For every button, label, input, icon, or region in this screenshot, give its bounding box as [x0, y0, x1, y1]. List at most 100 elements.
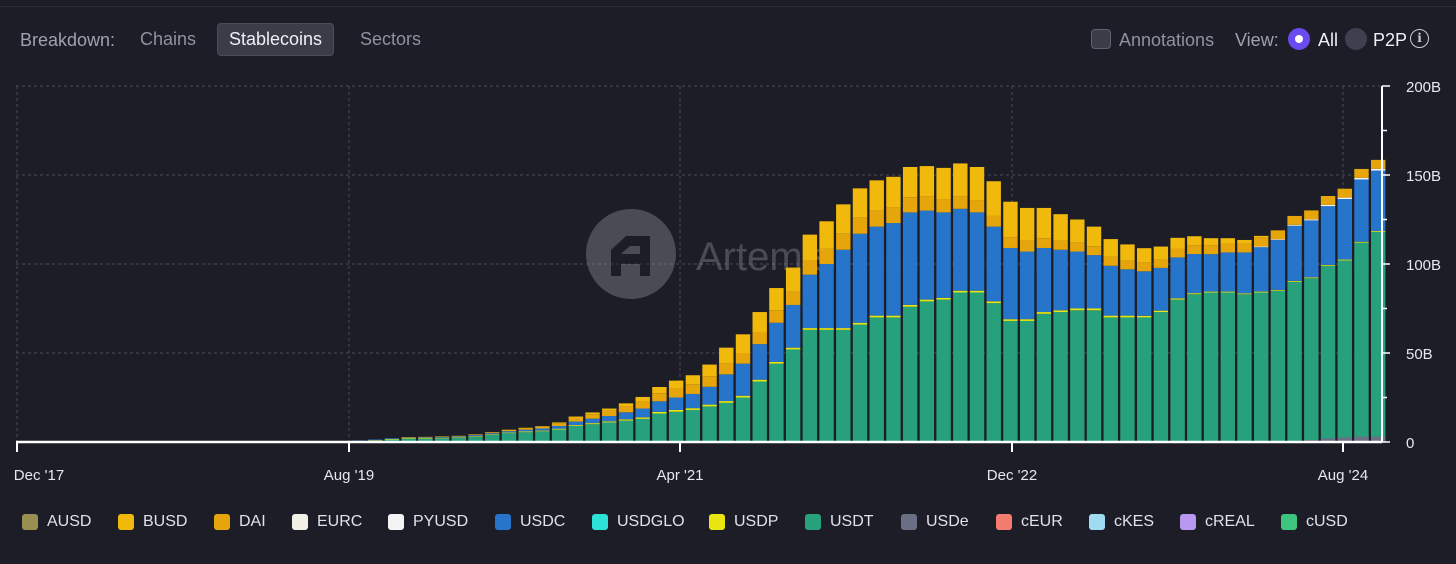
view-all-radio[interactable]	[1288, 28, 1310, 50]
bar-segment-pyusd	[1304, 219, 1319, 221]
bar-segment-usdc	[1371, 170, 1386, 232]
bar-segment-usdp	[735, 395, 751, 398]
annotations-label[interactable]: Annotations	[1119, 30, 1215, 50]
view-p2p-radio[interactable]	[1345, 28, 1367, 50]
bar-segment-usdc	[802, 274, 818, 329]
bar-segment-dai	[819, 248, 834, 264]
bar-segment-usdc	[986, 226, 1001, 302]
bar-segment-usdc	[602, 416, 617, 422]
bar-segment-usdc	[1187, 254, 1202, 294]
bar-segment-usdc	[836, 249, 851, 329]
info-icon[interactable]: i	[1410, 29, 1429, 48]
bar-segment-usdp	[1237, 293, 1252, 295]
bar-segment-dai	[1170, 248, 1185, 258]
y-tick-label: 100B	[1406, 257, 1441, 274]
bar-segment-dai	[1187, 245, 1202, 255]
legend-swatch	[709, 514, 725, 530]
legend-swatch	[388, 514, 404, 530]
tab-stablecoins[interactable]: Stablecoins	[217, 23, 335, 56]
bar-segment-usdc	[384, 438, 400, 439]
bar-segment-usdp	[468, 436, 483, 437]
bar-segment-busd	[1187, 236, 1202, 246]
tab-chains[interactable]: Chains	[140, 29, 197, 49]
bar-segment-usdt	[702, 406, 717, 442]
bar-segment-dai	[451, 435, 467, 437]
tab-sectors[interactable]: Sectors	[360, 29, 422, 49]
chart-legend: AUSD BUSD DAI EURC PYUSD USDC USDGLO USDP USDT US…	[0, 508, 1456, 538]
x-tick-label: Aug '19	[324, 467, 374, 484]
bar-segment-dai	[1270, 230, 1286, 240]
bar-segment-usdt	[1103, 317, 1118, 442]
legend-label: DAI	[239, 513, 266, 530]
bar-segment-usdt	[501, 433, 517, 442]
bar-segment-dai	[936, 199, 951, 213]
bar-segment-busd	[702, 364, 717, 377]
bar-segment-usdp	[1320, 264, 1336, 266]
bar-segment-usdt	[1003, 320, 1018, 442]
bar-segment-usdc	[752, 344, 767, 380]
bar-segment-usdc	[418, 437, 433, 439]
bar-segment-usdp	[434, 437, 450, 439]
bar-segment-usdp	[652, 411, 667, 414]
bar-segment-usdp	[902, 304, 918, 307]
bar-segment-busd	[936, 167, 951, 200]
bar-segment-dai	[618, 406, 634, 413]
legend-label: USDP	[734, 513, 779, 530]
bar-segment-usdc	[819, 264, 834, 329]
bar-segment-usdp	[785, 347, 801, 350]
bar-segment-usdc	[969, 212, 985, 291]
bar-segment-usdc	[702, 386, 717, 405]
bar-segment-usdc	[1053, 249, 1068, 311]
bar-segment-usdc	[1103, 265, 1118, 316]
legend-label: EURC	[317, 513, 363, 530]
bar-segment-usdt	[518, 432, 533, 442]
annotations-checkbox[interactable]	[1091, 29, 1111, 49]
bar-segment-usdp	[1136, 315, 1152, 318]
bar-segment-usdc	[919, 210, 935, 300]
bar-segment-dai	[869, 210, 884, 227]
bar-segment-dai	[719, 363, 734, 375]
view-p2p-label[interactable]: P2P	[1373, 30, 1408, 50]
bar-segment-usdt	[1253, 292, 1269, 442]
bar-segment-busd	[836, 204, 851, 234]
bar-segment-usdt	[785, 349, 801, 442]
view-all-label[interactable]: All	[1318, 30, 1339, 50]
bar-segment-usdt	[434, 438, 450, 442]
bar-segment-busd	[1220, 238, 1235, 244]
bar-segment-busd	[518, 427, 533, 429]
bar-segment-busd	[1170, 237, 1185, 249]
bar-segment-usdp	[418, 438, 433, 439]
bar-segment-usdp	[852, 322, 868, 325]
y-tick-label: 0	[1406, 435, 1414, 452]
bar-segment-usdt	[535, 431, 550, 442]
bar-segment-dai	[1036, 238, 1052, 248]
bar-segment-dai	[418, 436, 433, 438]
bar-segment-usdc	[501, 431, 517, 433]
bar-segment-usdc	[936, 212, 951, 298]
legend-swatch	[592, 514, 608, 530]
bar-segment-usdt	[1086, 310, 1102, 442]
bar-segment-usdt	[618, 420, 634, 442]
bar-segment-usdc	[468, 435, 483, 437]
bar-segment-busd	[1003, 201, 1018, 238]
bar-segment-dai	[902, 197, 918, 213]
legend-label: USDGLO	[617, 513, 685, 530]
bar-segment-usdt	[568, 425, 584, 442]
legend-swatch	[805, 514, 821, 530]
bar-segment-usdt	[1070, 310, 1085, 442]
bar-segment-usdt	[418, 438, 433, 442]
bar-segment-dai	[702, 376, 717, 387]
bar-segment-usdp	[1337, 259, 1352, 261]
bar-segment-busd	[802, 234, 818, 261]
bar-segment-usdc	[1287, 225, 1302, 281]
bar-segment-usdt	[685, 409, 701, 442]
bar-segment-usdt	[1320, 265, 1336, 442]
legend-label: USDe	[926, 513, 969, 530]
bar-segment-usdt	[936, 299, 951, 442]
bar-segment-usdp	[551, 428, 567, 430]
bar-segment-dai	[501, 430, 517, 432]
bar-segment-busd	[1120, 244, 1135, 261]
bar-segment-dai	[652, 393, 667, 402]
bar-segment-busd	[1237, 239, 1252, 244]
